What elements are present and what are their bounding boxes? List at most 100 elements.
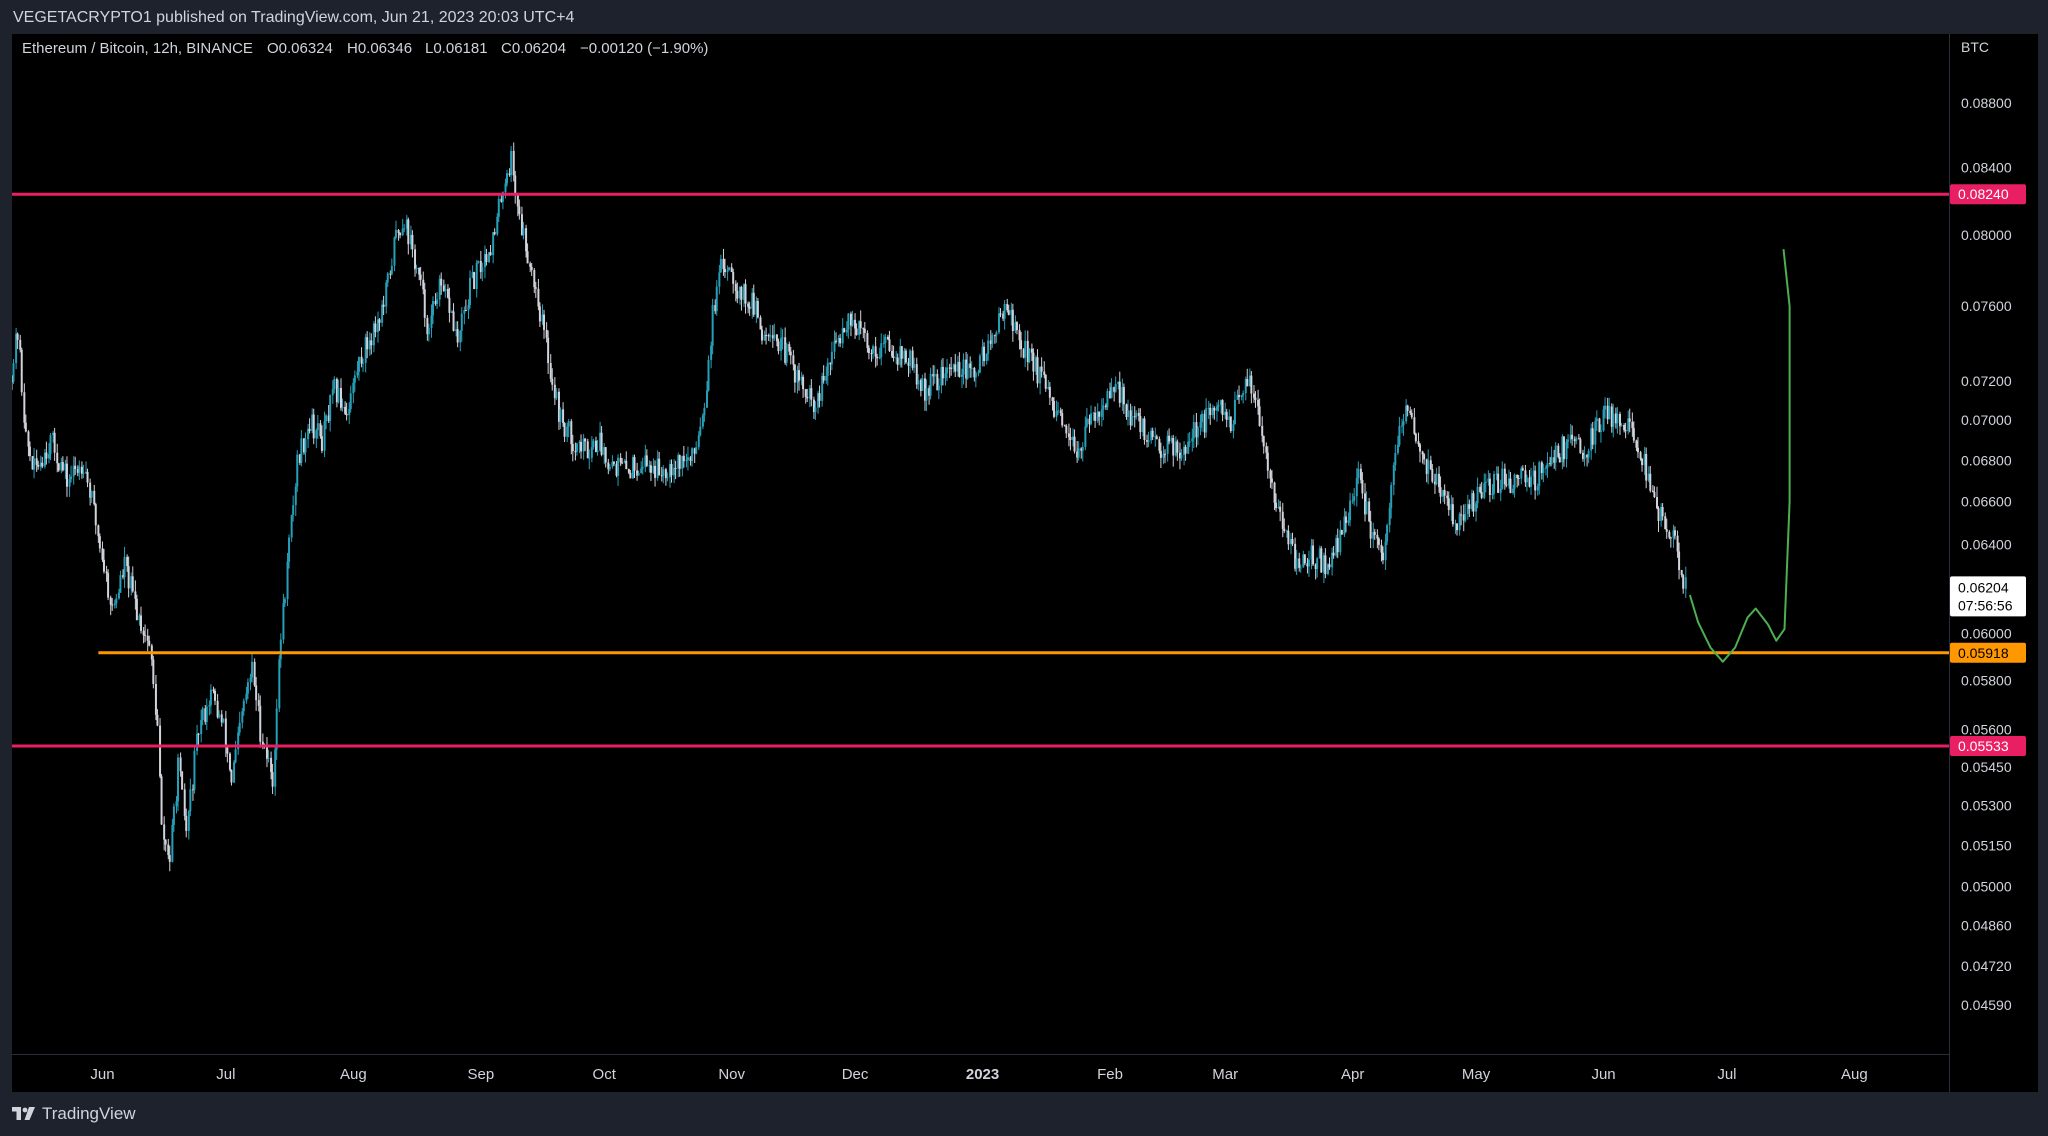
candle-body [973,367,976,378]
candle-body [228,753,231,770]
candle-body [1405,405,1408,422]
price-tick-label: 0.05800 [1961,673,2012,689]
candle-body [1554,445,1557,463]
candle-body [859,321,862,329]
candle-body [1417,441,1420,445]
candle-body [849,313,852,326]
candle-body [886,336,889,340]
candle-body [1538,462,1541,487]
candle-body [15,333,18,364]
candle-body [1174,441,1177,456]
candle-body [442,285,445,291]
price-tick-label: 0.06400 [1961,536,2012,552]
candle-body [331,389,334,396]
candle-body [345,413,348,416]
price-tick-label: 0.04720 [1961,958,2012,974]
candle-body [588,457,591,459]
candle-body [344,406,347,414]
candle-body [678,455,681,469]
candle-body [1225,411,1228,420]
chart-area[interactable]: Ethereum / Bitcoin, 12h, BINANCE O0.0632… [12,34,2038,1092]
candle-body [878,357,881,359]
candle-body [1414,433,1417,442]
candle-body [1291,539,1294,544]
candle-body [818,393,821,401]
candle-body [775,334,778,342]
candle-body [356,371,359,376]
candle-body [278,659,281,709]
candle-body [1435,473,1438,485]
candle-body [537,288,540,307]
candle-body [1188,441,1191,443]
candle-body [1312,545,1315,565]
candle-body [362,362,365,364]
candle-body [1347,520,1350,523]
price-tick-label: 0.05450 [1961,759,2012,775]
candle-body [1242,393,1245,396]
candle-body [86,471,89,483]
time-tick-label: Nov [718,1066,745,1083]
candle-body [1178,452,1181,459]
candle-body [919,380,922,391]
candle-body [547,337,550,364]
candle-body [648,465,651,467]
candle-body [255,685,258,701]
candle-body [53,432,56,453]
candle-body [414,249,417,270]
candle-body [1472,493,1475,512]
price-tick-label: 0.04860 [1961,918,2012,934]
candle-body [1587,450,1590,458]
candle-body [1359,468,1362,481]
candle-body [952,364,955,369]
time-tick-label: Jul [1717,1066,1736,1083]
candle-body [1680,570,1683,576]
projection-path[interactable] [1688,248,1791,663]
candle-body [353,375,356,383]
candle-body [1277,506,1280,509]
candle-body [855,328,858,335]
support-price-tag: 0.05918 [1958,645,2009,661]
tradingview-brand[interactable]: TradingView [12,1104,136,1124]
candle-body [884,336,887,344]
candle-body [1250,375,1253,394]
candle-body [1487,478,1490,482]
candle-body [1464,513,1467,521]
candle-body [1228,416,1231,420]
candle-body [1113,387,1116,392]
candle-body [1170,437,1173,442]
candle-body [633,457,636,471]
candle-body [1018,329,1021,341]
candle-body [1343,516,1346,535]
candle-body [45,452,48,459]
candle-body [1562,436,1565,460]
candle-body [1076,451,1079,458]
candle-body [1043,371,1046,375]
candle-body [1493,473,1496,494]
candle-body [1495,473,1498,475]
candle-body [31,456,34,470]
candle-body [1084,426,1087,447]
candle-body [1122,386,1125,405]
candle-body [817,393,820,408]
candle-body [364,337,367,363]
candle-body [1509,478,1512,494]
price-axis-background[interactable] [1949,34,2038,1092]
candle-body [1102,405,1105,410]
candle-body [28,446,31,457]
candle-body [917,380,920,385]
candle-body [748,306,751,309]
candle-body [751,292,754,309]
time-tick-label: Feb [1097,1066,1123,1083]
candle-body [829,362,832,365]
candle-body [1512,488,1515,494]
chart-canvas[interactable]: Ethereum / Bitcoin, 12h, BINANCE O0.0632… [12,34,2038,1092]
candle-body [769,335,772,337]
candle-body [1131,416,1134,426]
candle-body [940,367,943,386]
candle-body [1462,514,1465,521]
time-axis-background[interactable] [12,1054,1949,1092]
candle-body [135,598,138,621]
candle-body [1542,467,1545,474]
candle-body [594,440,597,453]
candle-body [730,267,733,273]
